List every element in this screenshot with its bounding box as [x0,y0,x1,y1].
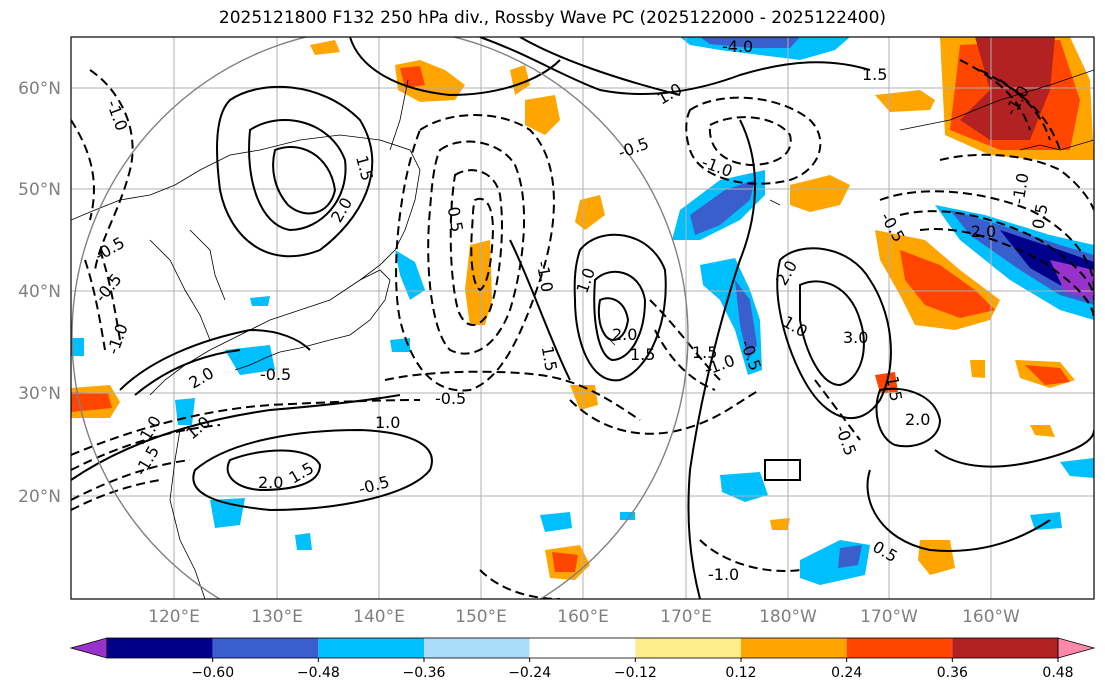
colorbar-segment [846,638,953,658]
contour-label: -2.0 [965,222,996,241]
lon-label: 180°W [759,607,817,627]
contour-label: -0.5 [260,365,291,384]
colorbar-segment [107,638,213,658]
colorbar-segment [318,638,424,658]
colorbar-extend-low [69,637,108,659]
contour-label: 1.5 [692,343,717,362]
rossby-wave-circle [71,37,689,599]
longitude-labels: 120°E 130°E 140°E 150°E 160°E 170°E 180°… [148,607,1020,627]
colorbar-segment [635,638,741,658]
lon-label: 130°E [251,607,303,627]
contour-label: 1.5 [538,345,561,373]
colorbar-tick-label: −0.48 [297,665,340,681]
contour-label: 0.5 [1028,202,1051,230]
lon-label: 160°W [962,607,1020,627]
lat-label: 60°N [18,79,61,99]
colorbar-tick-label: −0.36 [403,665,446,681]
contour-labels: -1.0 -0.5 -0.5 -1.0 -4.0 1.5 1.0 -0.5 1.… [91,37,1052,584]
contour-label: -0.5 [435,389,466,408]
colorbar-tick-label: −0.12 [614,665,657,681]
colorbar-segment [212,638,319,658]
graticule [71,37,1094,599]
lat-label: 50°N [18,180,61,200]
lon-label: 170°E [660,607,712,627]
colorbar-segment [529,638,636,658]
contour-label: 2.0 [612,325,637,344]
lon-label: 160°E [557,607,609,627]
colorbar-frame [106,637,1059,659]
divergence-shading [71,37,1094,585]
lon-label: 170°W [860,607,918,627]
contour-label: 1.5 [630,345,655,364]
positive-contours [71,37,1094,599]
colorbar-tick-label: 0.48 [1042,665,1073,681]
contour-label: -4.0 [722,37,753,56]
contour-label: 1.0 [375,413,400,432]
colorbar-extend-high [1057,637,1096,659]
lon-label: 150°E [455,607,507,627]
colorbar-tick-label: 0.12 [725,665,756,681]
latitude-labels: 60°N 50°N 40°N 30°N 20°N [18,79,61,507]
colorbar: −0.60 −0.48 −0.36 −0.24 −0.12 0.12 0.24 0.36 0.4… [69,637,1096,681]
contour-label: 3.0 [843,328,868,347]
coastlines [71,69,1094,599]
map-frame [70,36,1095,600]
contour-label: 2.0 [905,410,930,429]
contour-label: 1.5 [862,65,887,84]
contour-label: -1.0 [708,565,739,584]
colorbar-segment [424,638,530,658]
colorbar-tick-label: −0.60 [191,665,234,681]
lat-label: 20°N [18,487,61,507]
map-title: 2025121800 F132 250 hPa div., Rossby Wav… [218,8,887,28]
contour-label: 2.0 [258,473,283,492]
map-panel: -1.0 -0.5 -0.5 -1.0 -4.0 1.5 1.0 -0.5 1.… [71,37,1094,599]
lon-label: 120°E [148,607,200,627]
colorbar-tick-label: 0.24 [831,665,862,681]
lat-label: 30°N [18,384,61,404]
colorbar-tick-label: −0.24 [508,665,551,681]
lon-label: 140°E [353,607,405,627]
colorbar-segment [741,638,847,658]
colorbar-tick-label: 0.36 [937,665,968,681]
negative-contours [71,59,1094,599]
colorbar-segment [952,638,1058,658]
contour-label: 1.5 [883,375,906,403]
lat-label: 40°N [18,282,61,302]
